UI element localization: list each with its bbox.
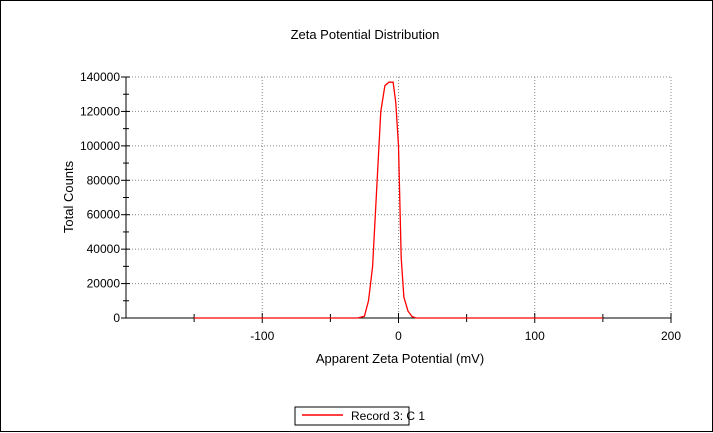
y-tick-label: 100000 (80, 139, 120, 153)
y-tick-label: 140000 (80, 70, 120, 84)
legend-box (294, 406, 410, 426)
y-tick-label: 20000 (87, 277, 121, 291)
y-tick-label: 80000 (87, 173, 121, 187)
x-axis-label: Apparent Zeta Potential (mV) (316, 351, 484, 366)
series-line (194, 81, 603, 319)
x-tick-label: -100 (250, 329, 274, 343)
series-group (194, 81, 603, 319)
y-axis-label: Total Counts (61, 160, 76, 233)
grid (126, 76, 672, 318)
y-tick-label: 60000 (87, 208, 121, 222)
x-tick-label: 100 (525, 329, 545, 343)
y-tick-label: 0 (113, 311, 120, 325)
chart-title: Zeta Potential Distribution (291, 27, 440, 42)
y-tick-label: 120000 (80, 104, 120, 118)
y-tick-label: 40000 (87, 242, 121, 256)
x-axis-ticks: -100 0 100 200 (193, 313, 681, 343)
legend-label: Record 3: C 1 (351, 409, 425, 423)
x-tick-label: 0 (395, 329, 402, 343)
y-axis-ticks: 0 20000 40000 60000 80000 100000 120000 140000 (80, 70, 130, 325)
legend: Record 3: C 1 (294, 406, 425, 426)
x-tick-label: 200 (661, 329, 681, 343)
